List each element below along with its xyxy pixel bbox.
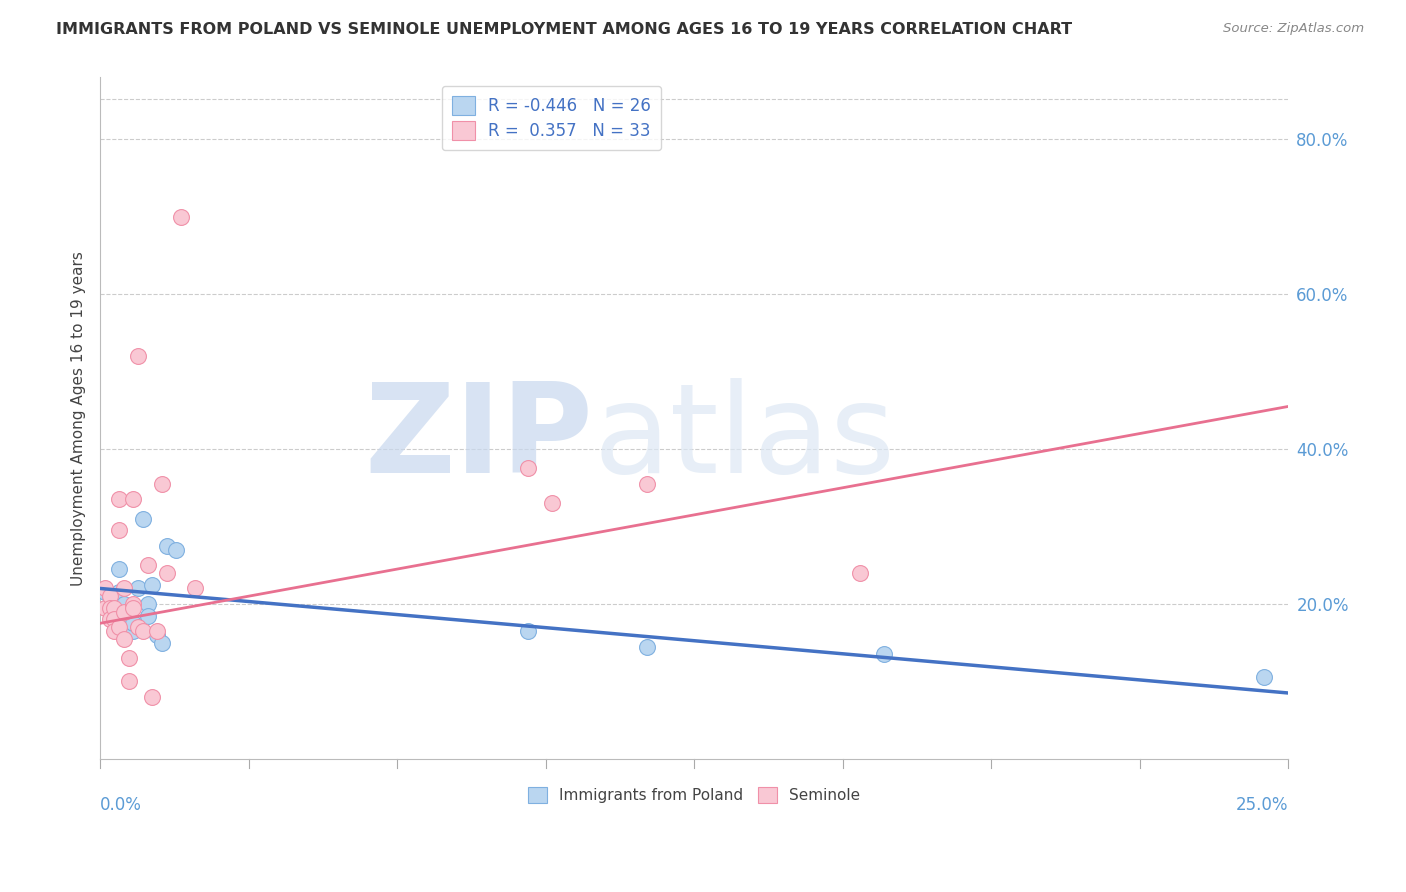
Point	[122, 624, 145, 638]
Point	[136, 597, 159, 611]
Point	[108, 524, 131, 538]
Point	[849, 566, 872, 580]
Point	[103, 608, 125, 623]
Point	[98, 600, 121, 615]
Point	[98, 600, 121, 615]
Text: 25.0%: 25.0%	[1236, 797, 1288, 814]
Point	[141, 690, 163, 704]
Point	[112, 632, 135, 646]
Point	[103, 616, 125, 631]
Legend: R = -0.446   N = 26, R =  0.357   N = 33: R = -0.446 N = 26, R = 0.357 N = 33	[441, 86, 661, 150]
Point	[540, 496, 562, 510]
Point	[94, 585, 117, 599]
Point	[103, 600, 125, 615]
Point	[132, 512, 155, 526]
Point	[117, 674, 139, 689]
Point	[170, 210, 193, 224]
Text: ZIP: ZIP	[364, 378, 593, 499]
Point	[108, 492, 131, 507]
Point	[117, 608, 139, 623]
Point	[141, 577, 163, 591]
Y-axis label: Unemployment Among Ages 16 to 19 years: Unemployment Among Ages 16 to 19 years	[72, 251, 86, 585]
Point	[108, 585, 131, 599]
Point	[136, 558, 159, 573]
Point	[156, 566, 179, 580]
Point	[94, 582, 117, 596]
Point	[127, 620, 149, 634]
Point	[108, 620, 131, 634]
Point	[127, 582, 149, 596]
Point	[98, 589, 121, 603]
Point	[112, 597, 135, 611]
Point	[165, 542, 187, 557]
Point	[636, 640, 658, 654]
Point	[136, 608, 159, 623]
Point	[122, 492, 145, 507]
Text: Source: ZipAtlas.com: Source: ZipAtlas.com	[1223, 22, 1364, 36]
Point	[103, 593, 125, 607]
Point	[103, 612, 125, 626]
Point	[156, 539, 179, 553]
Point	[1253, 671, 1275, 685]
Text: IMMIGRANTS FROM POLAND VS SEMINOLE UNEMPLOYMENT AMONG AGES 16 TO 19 YEARS CORREL: IMMIGRANTS FROM POLAND VS SEMINOLE UNEMP…	[56, 22, 1073, 37]
Point	[98, 589, 121, 603]
Point	[112, 582, 135, 596]
Point	[184, 582, 207, 596]
Point	[112, 605, 135, 619]
Point	[516, 624, 538, 638]
Point	[122, 597, 145, 611]
Point	[112, 616, 135, 631]
Point	[132, 624, 155, 638]
Point	[516, 461, 538, 475]
Point	[150, 477, 173, 491]
Point	[150, 635, 173, 649]
Point	[873, 647, 896, 661]
Point	[122, 600, 145, 615]
Point	[127, 349, 149, 363]
Text: atlas: atlas	[593, 378, 896, 499]
Point	[122, 616, 145, 631]
Point	[636, 477, 658, 491]
Point	[98, 612, 121, 626]
Point	[94, 600, 117, 615]
Point	[108, 562, 131, 576]
Point	[117, 651, 139, 665]
Point	[146, 628, 169, 642]
Point	[146, 624, 169, 638]
Point	[103, 624, 125, 638]
Text: 0.0%: 0.0%	[100, 797, 142, 814]
